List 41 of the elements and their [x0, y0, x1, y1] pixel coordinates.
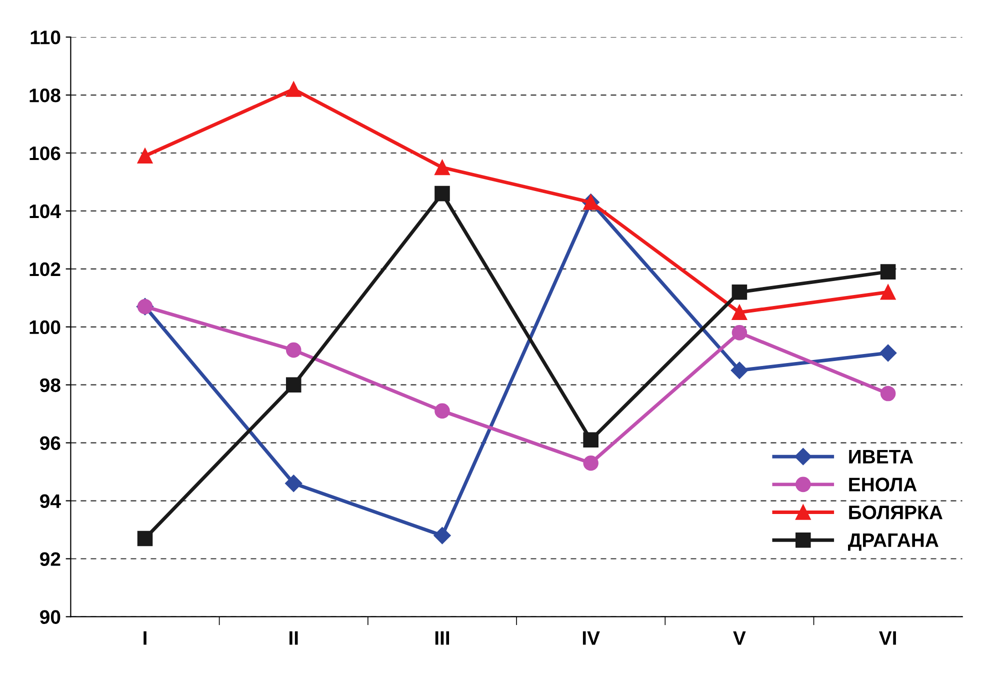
x-tick-label: V: [733, 631, 746, 645]
y-tick-label: 102: [30, 262, 60, 276]
point: [880, 386, 896, 402]
point: [286, 342, 302, 358]
x-tick-label: II: [290, 631, 298, 645]
point: [434, 186, 450, 202]
point: [434, 160, 450, 176]
point: [732, 325, 748, 340]
y-tick-label: 96: [40, 436, 60, 450]
point: [434, 527, 451, 544]
point: [732, 304, 748, 320]
y-tick-label: 106: [30, 146, 60, 160]
point: [137, 148, 153, 164]
x-tick-label: I: [144, 631, 146, 645]
x-tick-label: IV: [582, 631, 600, 645]
y-tick-label: 98: [40, 378, 60, 392]
point: [880, 284, 896, 300]
point: [286, 377, 302, 392]
point: [583, 455, 598, 471]
y-tick-label: 108: [30, 88, 60, 102]
y-tick-label: 94: [40, 494, 61, 508]
x-tick-label: III: [435, 631, 450, 645]
y-tick-label: 110: [30, 30, 60, 44]
y-tick-label: 92: [40, 552, 60, 566]
point: [434, 403, 450, 419]
legend-label: ЕНОЛА: [849, 478, 917, 492]
point: [285, 474, 302, 492]
legend-label: ДРАГАНА: [848, 534, 938, 551]
point: [137, 530, 153, 546]
y-tick-label: 100: [30, 320, 60, 334]
y-tick-label: 104: [30, 204, 61, 218]
y-tick-label: 90: [40, 610, 60, 624]
point: [880, 344, 897, 362]
legend-label: ИВЕТА: [849, 450, 914, 464]
point: [286, 82, 302, 97]
point: [730, 362, 748, 379]
point: [732, 284, 748, 300]
x-tick-label: VI: [879, 631, 896, 645]
point: [583, 432, 598, 448]
point: [880, 264, 896, 280]
legend-label: БОЛЯРКА: [849, 506, 942, 520]
